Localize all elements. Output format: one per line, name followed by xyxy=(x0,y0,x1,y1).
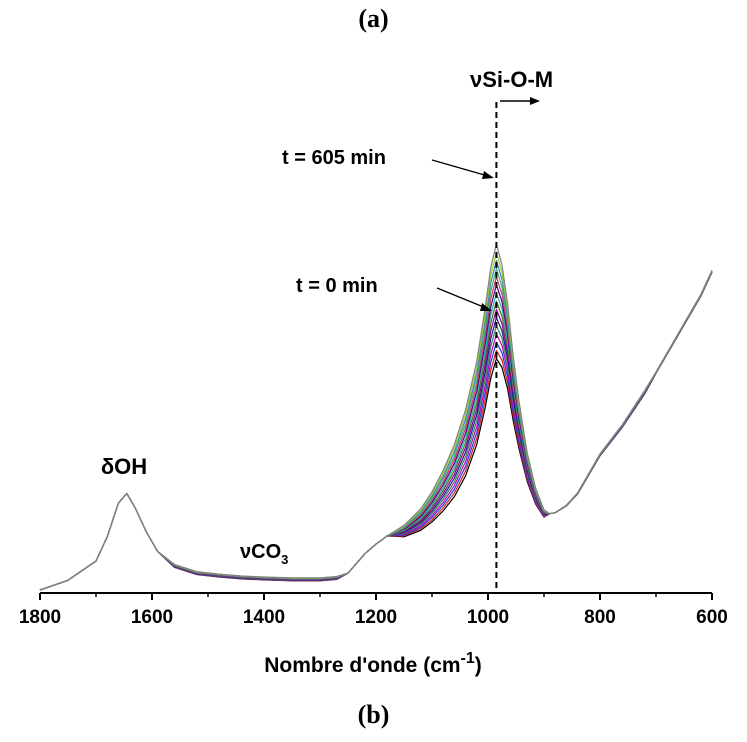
spectrum-series-line xyxy=(40,269,712,590)
spectrum-series-line xyxy=(40,272,712,590)
x-tick-label: 600 xyxy=(696,607,728,628)
x-axis-label-sup: -1 xyxy=(461,650,475,667)
x-axis-label-close: ) xyxy=(475,654,482,677)
spectrum-series-line xyxy=(40,272,712,590)
t-start-annotation: t = 0 min xyxy=(296,275,378,297)
t-end-pointer-head xyxy=(482,171,494,179)
delta-oh-annotation: δOH xyxy=(101,454,147,479)
t-end-annotation: t = 605 min xyxy=(282,147,386,169)
si-o-m-annotation: νSi-O-M xyxy=(470,67,553,92)
t-end-pointer-line xyxy=(432,160,488,176)
spectrum-series-line xyxy=(40,271,712,590)
x-tick-layer: 1800 1600 1400 1200 1000 800 600 xyxy=(19,593,728,628)
co3-annotation: νCO3 xyxy=(240,541,288,567)
x-axis-label: Nombre d'onde (cm-1) xyxy=(264,650,482,677)
spectrum-series-line xyxy=(40,271,712,590)
panel-label-b: (b) xyxy=(0,700,747,730)
x-tick-label: 1400 xyxy=(243,607,285,628)
co3-annotation-sub: 3 xyxy=(281,552,288,567)
spectrum-series-line xyxy=(40,252,712,590)
spectrum-series-line xyxy=(40,260,712,590)
spectrum-series-line xyxy=(40,272,712,591)
co3-annotation-text: νCO xyxy=(240,541,281,563)
x-tick-label: 1200 xyxy=(355,607,397,628)
spectrum-series-line xyxy=(40,271,712,590)
x-tick-label: 1800 xyxy=(19,607,61,628)
x-axis-label-text: Nombre d'onde (cm xyxy=(264,654,460,677)
shift-arrow-head xyxy=(530,97,540,105)
x-tick-label: 1600 xyxy=(131,607,173,628)
spectrum-series-line xyxy=(40,272,712,590)
spectrum-series-line xyxy=(40,271,712,590)
spectrum-series-line xyxy=(40,271,712,590)
x-tick-label: 800 xyxy=(584,607,616,628)
t-start-pointer-line xyxy=(437,288,486,308)
spectrum-series-line xyxy=(40,272,712,590)
spectrum-series-line xyxy=(40,272,712,590)
x-tick-label: 1000 xyxy=(467,607,509,628)
